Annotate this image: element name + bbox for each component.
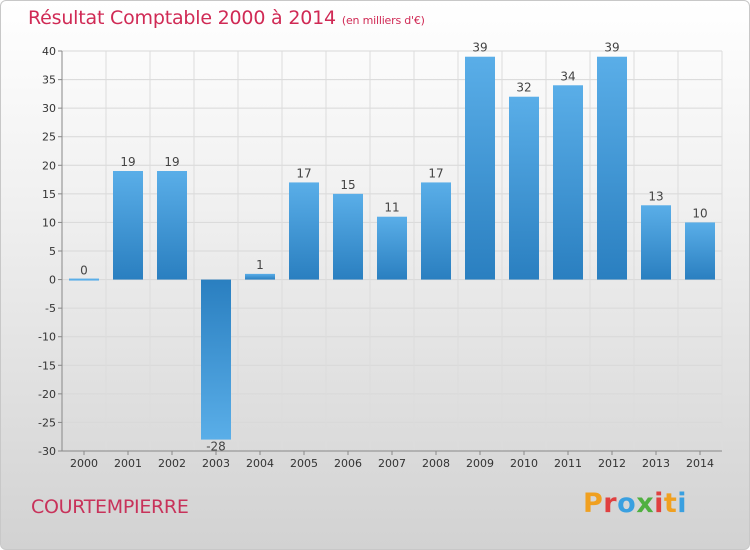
x-tick-label: 2009 — [466, 457, 494, 470]
bar — [113, 171, 143, 280]
x-tick-label: 2000 — [70, 457, 98, 470]
proxiti-logo: Proxiti — [583, 488, 687, 519]
y-tick-label: 30 — [42, 102, 56, 115]
commune-name: COURTEMPIERRE — [31, 496, 189, 518]
bar — [509, 96, 539, 280]
bar-value-label: 1 — [256, 258, 264, 272]
bar-value-label: 32 — [516, 81, 531, 95]
bar — [465, 56, 495, 280]
logo-letter: P — [583, 488, 604, 519]
bar — [597, 56, 627, 280]
logo-letter: x — [636, 488, 655, 519]
bar-value-label: 17 — [296, 166, 311, 180]
bar-value-label: 34 — [560, 69, 575, 83]
x-tick-label: 2010 — [510, 457, 538, 470]
x-tick-label: 2011 — [554, 457, 582, 470]
bar-value-label: 13 — [648, 189, 663, 203]
logo-letter: t — [663, 488, 678, 519]
x-tick-label: 2002 — [158, 457, 186, 470]
y-tick-label: -10 — [38, 331, 56, 344]
chart-subtitle: (en milliers d'€) — [341, 14, 425, 27]
x-tick-label: 2005 — [290, 457, 318, 470]
chart-title-text: Résultat Comptable 2000 à 2014 — [28, 7, 336, 29]
x-tick-label: 2004 — [246, 457, 274, 470]
bar — [201, 279, 231, 440]
y-tick-label: -20 — [38, 388, 56, 401]
bar — [69, 278, 99, 281]
x-tick-label: 2012 — [598, 457, 626, 470]
bar — [421, 182, 451, 280]
bar — [685, 222, 715, 280]
y-tick-label: 15 — [42, 188, 56, 201]
bar-value-label: 11 — [384, 201, 399, 215]
bar — [289, 182, 319, 280]
bar — [157, 171, 187, 280]
x-tick-label: 2007 — [378, 457, 406, 470]
y-tick-label: 10 — [42, 216, 56, 229]
y-tick-label: 0 — [49, 274, 56, 287]
logo-letter: i — [654, 488, 664, 519]
bar — [333, 193, 363, 280]
x-tick-label: 2006 — [334, 457, 362, 470]
x-tick-label: 2013 — [642, 457, 670, 470]
bar-value-label: 19 — [120, 155, 135, 169]
x-tick-label: 2008 — [422, 457, 450, 470]
y-tick-label: -15 — [38, 359, 56, 372]
bar-value-label: 19 — [164, 155, 179, 169]
bar — [245, 273, 275, 280]
bar — [553, 85, 583, 280]
bar-value-label: 15 — [340, 178, 355, 192]
bar — [377, 216, 407, 280]
bar-value-label: -28 — [206, 440, 226, 454]
logo-letter: r — [603, 488, 618, 519]
bar-value-label: 17 — [428, 166, 443, 180]
bar-value-label: 10 — [692, 206, 707, 220]
bar-value-label: 39 — [472, 41, 487, 55]
logo-letter: o — [617, 488, 637, 519]
bar-value-label: 0 — [80, 264, 88, 278]
y-tick-label: -25 — [38, 416, 56, 429]
bar-value-label: 39 — [604, 41, 619, 55]
x-tick-label: 2014 — [686, 457, 714, 470]
y-tick-label: 20 — [42, 159, 56, 172]
y-tick-label: 40 — [42, 45, 56, 58]
logo-letter: i — [677, 488, 688, 519]
bar — [641, 205, 671, 280]
y-tick-label: -5 — [45, 302, 56, 315]
x-tick-label: 2003 — [202, 457, 230, 470]
x-tick-label: 2001 — [114, 457, 142, 470]
y-tick-label: 35 — [42, 74, 56, 87]
y-tick-label: 5 — [49, 245, 56, 258]
y-tick-label: 25 — [42, 131, 56, 144]
chart-title: Résultat Comptable 2000 à 2014 (en millie… — [28, 7, 425, 29]
y-tick-label: -30 — [38, 445, 56, 458]
